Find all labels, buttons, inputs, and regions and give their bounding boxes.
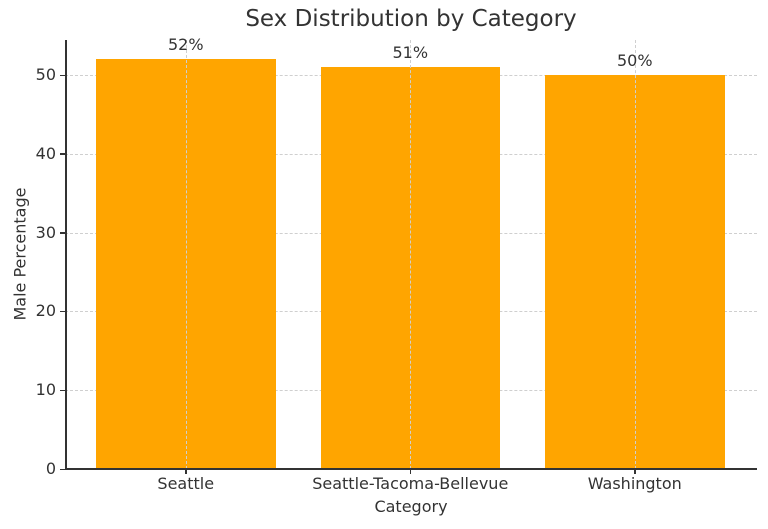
y-tick-mark xyxy=(60,310,65,313)
chart-title: Sex Distribution by Category xyxy=(245,6,577,32)
y-tick-label: 40 xyxy=(35,143,56,163)
y-tick-label: 0 xyxy=(45,459,56,478)
x-tick-label: Washington xyxy=(587,474,682,493)
x-tick-mark xyxy=(185,469,187,474)
x-tick-label: Seattle xyxy=(157,474,215,493)
y-tick-mark xyxy=(60,468,65,470)
y-tick-label: 20 xyxy=(35,301,56,321)
vertical-gridline xyxy=(410,40,412,469)
data-label: 50% xyxy=(616,51,653,70)
x-axis-line xyxy=(65,468,757,470)
y-tick-mark xyxy=(60,74,65,76)
y-tick-label: 30 xyxy=(35,222,56,242)
vertical-gridline xyxy=(634,40,636,469)
y-tick-mark xyxy=(60,389,65,392)
data-label: 51% xyxy=(392,43,429,63)
y-tick-label: 10 xyxy=(35,380,56,400)
x-tick-mark xyxy=(634,469,636,474)
vertical-gridline xyxy=(185,40,187,469)
y-axis-line xyxy=(65,40,67,470)
y-tick-label: 50 xyxy=(35,65,56,84)
x-axis-title: Category xyxy=(374,497,448,516)
y-tick-mark xyxy=(60,153,65,155)
x-tick-mark xyxy=(409,469,412,474)
y-tick-mark xyxy=(60,232,65,234)
x-tick-label: Seattle-Tacoma-Bellevue xyxy=(312,474,509,493)
y-axis-title: Male Percentage xyxy=(10,187,30,321)
data-label: 52% xyxy=(167,35,204,55)
